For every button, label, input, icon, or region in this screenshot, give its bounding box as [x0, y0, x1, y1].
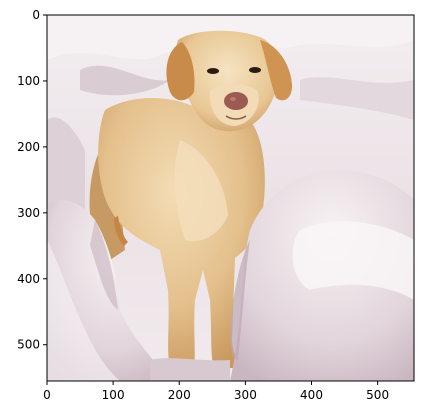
x-tick-label: 400 — [300, 388, 323, 402]
x-axis: 0 100 200 300 400 500 — [43, 381, 389, 402]
y-tick-label: 100 — [17, 74, 40, 88]
y-tick-label: 400 — [17, 272, 40, 286]
axes-frame — [46, 14, 415, 382]
dog-photo — [47, 15, 414, 381]
y-tick-label: 200 — [17, 140, 40, 154]
y-axis: 0 100 200 300 400 500 — [17, 8, 47, 352]
x-tick-label: 500 — [366, 388, 389, 402]
x-tick-label: 200 — [168, 388, 191, 402]
x-tick-label: 300 — [234, 388, 257, 402]
y-tick-label: 500 — [17, 338, 40, 352]
y-tick-label: 0 — [32, 8, 40, 22]
x-tick-label: 0 — [43, 388, 51, 402]
x-tick-label: 100 — [102, 388, 125, 402]
y-tick-label: 300 — [17, 206, 40, 220]
